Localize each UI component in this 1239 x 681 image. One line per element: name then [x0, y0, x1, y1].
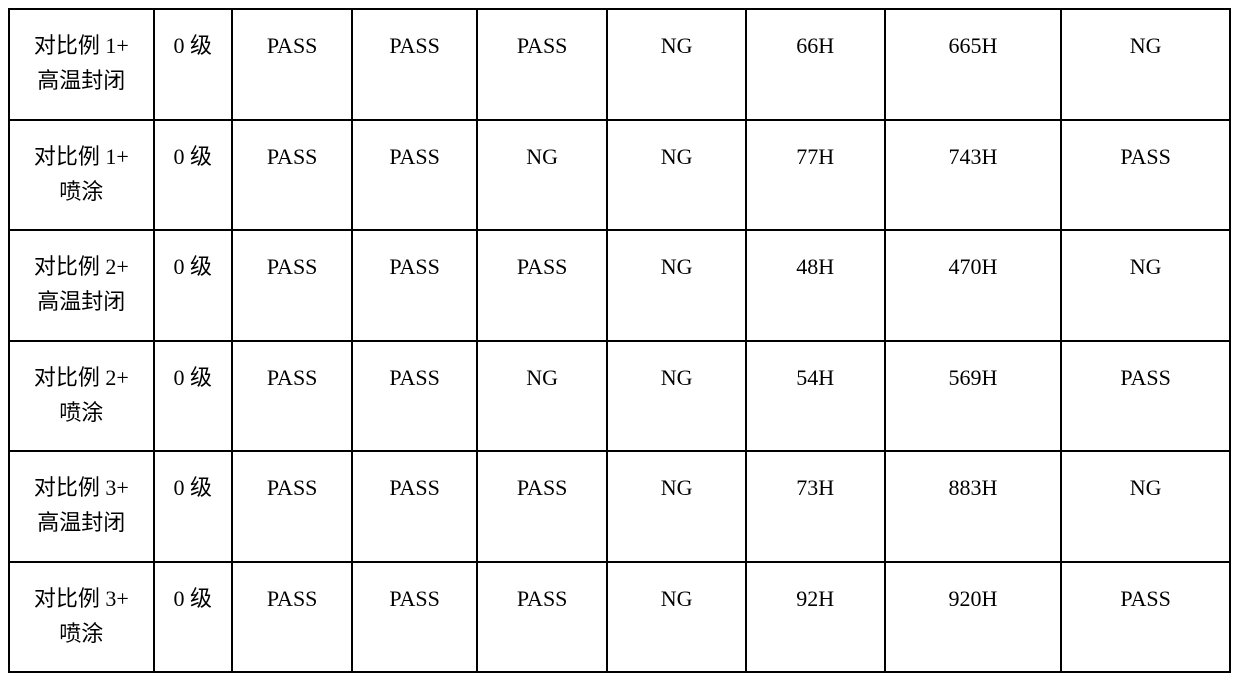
table-cell: PASS	[232, 120, 352, 231]
row-label-line1: 对比例 3+	[12, 581, 151, 616]
table-cell: PASS	[1061, 341, 1230, 452]
table-cell: 920H	[885, 562, 1062, 673]
table-cell: 73H	[746, 451, 885, 562]
table-cell: NG	[1061, 230, 1230, 341]
row-label-cell: 对比例 1+ 喷涂	[9, 120, 154, 231]
table-row: 对比例 1+ 喷涂 0 级 PASS PASS NG NG 77H 743H P…	[9, 120, 1230, 231]
table-cell: NG	[607, 341, 746, 452]
table-cell: 0 级	[154, 341, 232, 452]
table-cell: 665H	[885, 9, 1062, 120]
table-cell: PASS	[477, 9, 608, 120]
row-label-line2: 喷涂	[12, 616, 151, 651]
row-label-line2: 高温封闭	[12, 505, 151, 540]
table-cell: NG	[607, 9, 746, 120]
table-cell: PASS	[232, 9, 352, 120]
table-row: 对比例 1+ 高温封闭 0 级 PASS PASS PASS NG 66H 66…	[9, 9, 1230, 120]
data-table: 对比例 1+ 高温封闭 0 级 PASS PASS PASS NG 66H 66…	[8, 8, 1231, 673]
table-cell: 470H	[885, 230, 1062, 341]
table-cell: PASS	[352, 9, 477, 120]
row-label-cell: 对比例 3+ 高温封闭	[9, 451, 154, 562]
table-cell: PASS	[352, 120, 477, 231]
table-cell: PASS	[232, 341, 352, 452]
row-label-cell: 对比例 2+ 喷涂	[9, 341, 154, 452]
table-cell: PASS	[232, 451, 352, 562]
row-label-line2: 喷涂	[12, 174, 151, 209]
table-cell: PASS	[232, 230, 352, 341]
table-cell: 66H	[746, 9, 885, 120]
table-cell: NG	[1061, 9, 1230, 120]
row-label-line1: 对比例 1+	[12, 139, 151, 174]
table-row: 对比例 2+ 高温封闭 0 级 PASS PASS PASS NG 48H 47…	[9, 230, 1230, 341]
table-cell: 0 级	[154, 120, 232, 231]
table-cell: PASS	[352, 562, 477, 673]
table-cell: PASS	[477, 451, 608, 562]
table-cell: PASS	[232, 562, 352, 673]
table-cell: NG	[607, 451, 746, 562]
table-cell: PASS	[352, 451, 477, 562]
table-cell: 569H	[885, 341, 1062, 452]
table-cell: NG	[607, 120, 746, 231]
table-row: 对比例 3+ 高温封闭 0 级 PASS PASS PASS NG 73H 88…	[9, 451, 1230, 562]
table-cell: PASS	[477, 562, 608, 673]
row-label-line1: 对比例 2+	[12, 360, 151, 395]
row-label-cell: 对比例 2+ 高温封闭	[9, 230, 154, 341]
row-label-line2: 喷涂	[12, 395, 151, 430]
table-cell: 0 级	[154, 562, 232, 673]
table-cell: NG	[477, 341, 608, 452]
table-cell: NG	[477, 120, 608, 231]
table-cell: 48H	[746, 230, 885, 341]
table-cell: NG	[607, 562, 746, 673]
table-cell: PASS	[1061, 120, 1230, 231]
table-cell: NG	[607, 230, 746, 341]
row-label-line1: 对比例 2+	[12, 249, 151, 284]
table-cell: PASS	[477, 230, 608, 341]
row-label-line2: 高温封闭	[12, 284, 151, 319]
table-cell: 0 级	[154, 230, 232, 341]
row-label-line2: 高温封闭	[12, 63, 151, 98]
table-cell: 883H	[885, 451, 1062, 562]
table-cell: PASS	[352, 230, 477, 341]
table-cell: 54H	[746, 341, 885, 452]
table-row: 对比例 2+ 喷涂 0 级 PASS PASS NG NG 54H 569H P…	[9, 341, 1230, 452]
table-cell: 92H	[746, 562, 885, 673]
table-row: 对比例 3+ 喷涂 0 级 PASS PASS PASS NG 92H 920H…	[9, 562, 1230, 673]
table-cell: PASS	[1061, 562, 1230, 673]
row-label-line1: 对比例 1+	[12, 28, 151, 63]
row-label-cell: 对比例 3+ 喷涂	[9, 562, 154, 673]
table-cell: 743H	[885, 120, 1062, 231]
table-cell: 0 级	[154, 451, 232, 562]
table-cell: 77H	[746, 120, 885, 231]
table-cell: PASS	[352, 341, 477, 452]
table-cell: NG	[1061, 451, 1230, 562]
row-label-line1: 对比例 3+	[12, 470, 151, 505]
table-cell: 0 级	[154, 9, 232, 120]
row-label-cell: 对比例 1+ 高温封闭	[9, 9, 154, 120]
table-body: 对比例 1+ 高温封闭 0 级 PASS PASS PASS NG 66H 66…	[9, 9, 1230, 672]
